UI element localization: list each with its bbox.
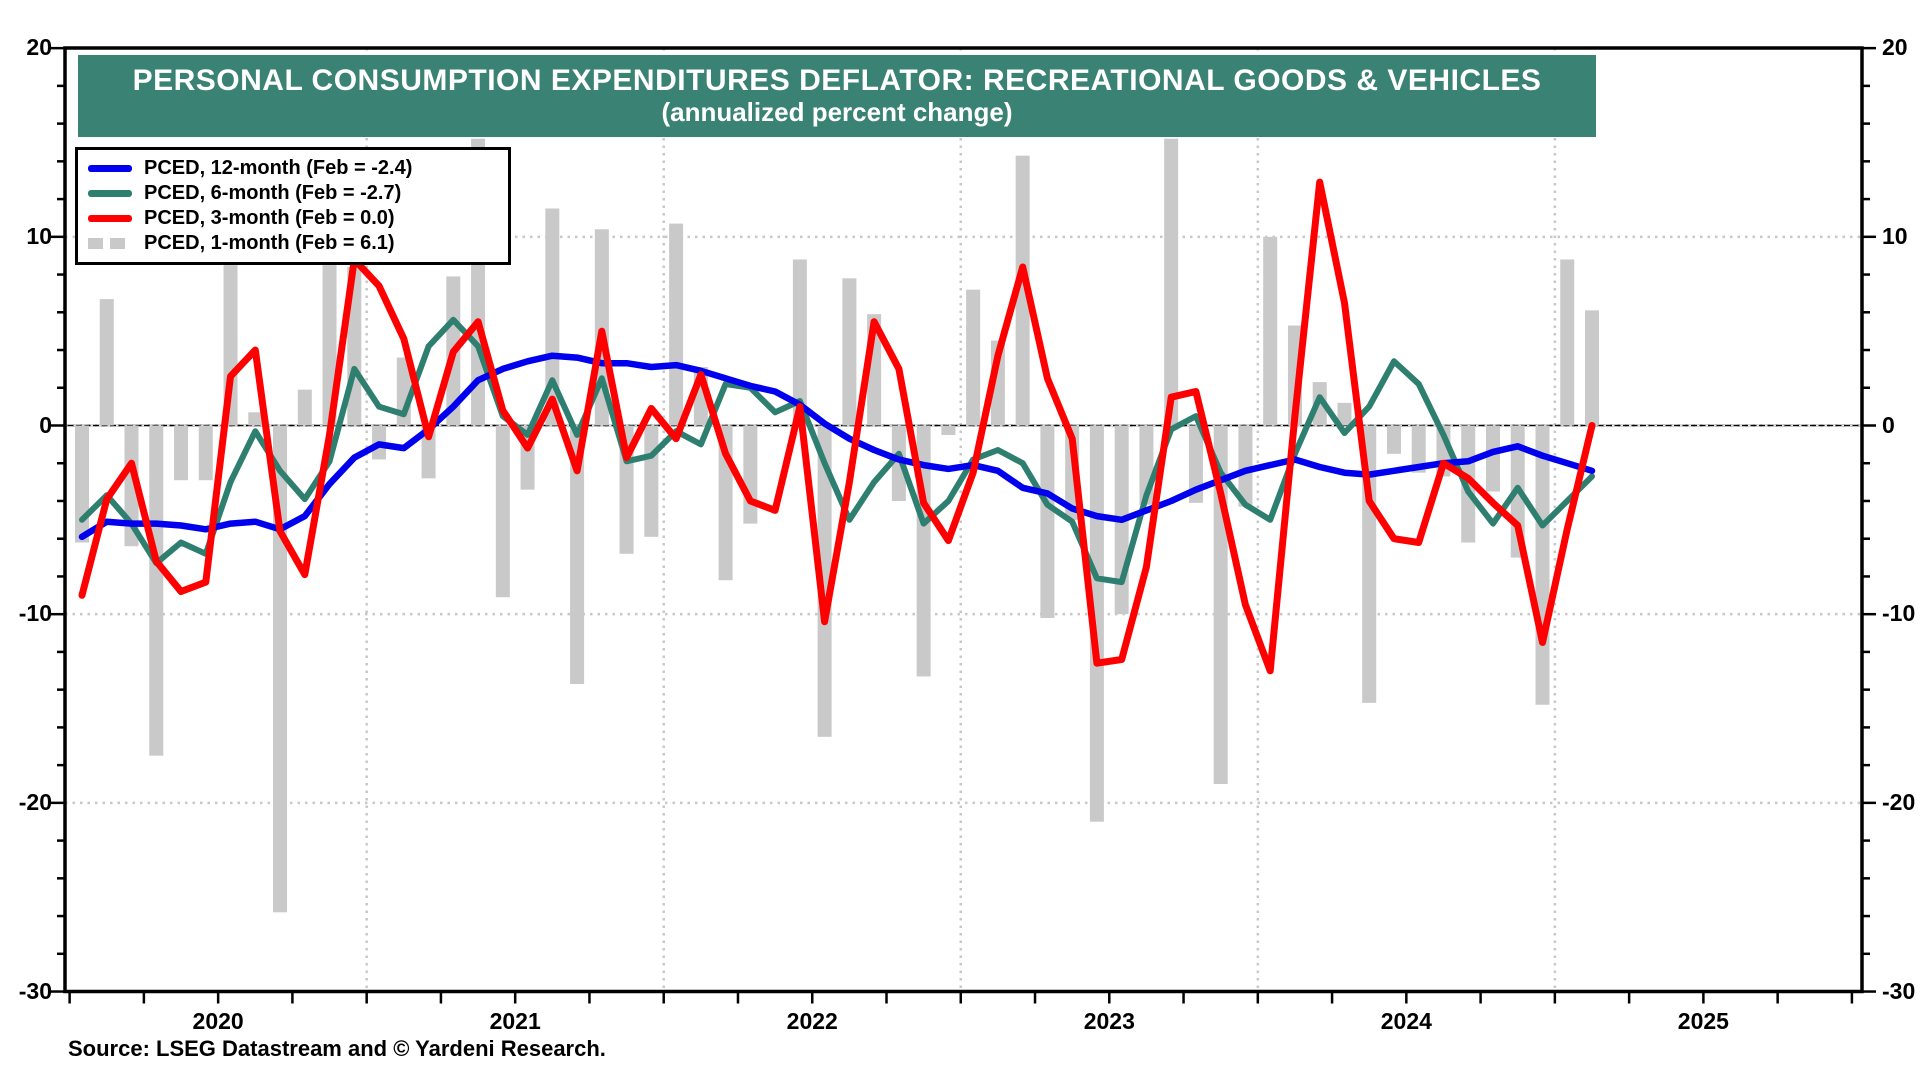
bar-jan-2024 — [1263, 236, 1278, 426]
plot-border — [63, 46, 1864, 994]
bar-feb-2020 — [99, 299, 114, 426]
legend-item-3-month: PCED, 3-month (Feb = 0.0) — [88, 207, 498, 231]
bar-oct-2020 — [297, 389, 312, 426]
legend-item-6-month: PCED, 6-month (Feb = -2.7) — [88, 182, 498, 206]
x-axis-year-label-2022: 2022 — [786, 1008, 838, 1034]
y-axis-label-right--30: -30 — [1882, 977, 1916, 1004]
bar-jun-2021 — [495, 425, 510, 598]
x-axis-year-label-2020: 2020 — [192, 1008, 244, 1034]
line-3month — [78, 178, 1596, 675]
bar-mar-2023 — [1015, 155, 1030, 426]
y-axis-label-right--20: -20 — [1882, 788, 1916, 815]
bar-sep-2024 — [1461, 425, 1476, 543]
y-axis-label-left-0: 0 — [39, 411, 52, 438]
y-axis-label-left-10: 10 — [26, 222, 52, 249]
y-axis-label-left--10: -10 — [18, 600, 52, 627]
legend-label-1-month: PCED, 1-month (Feb = 6.1) — [144, 232, 395, 254]
legend-label-12-month: PCED, 12-month (Feb = -2.4) — [144, 157, 413, 179]
chart-title: PERSONAL CONSUMPTION EXPENDITURES DEFLAT… — [132, 63, 1542, 97]
title-banner: PERSONAL CONSUMPTION EXPENDITURES DEFLAT… — [78, 55, 1596, 137]
bar-sep-2023 — [1164, 138, 1179, 426]
bar-dec-2024 — [1535, 425, 1550, 705]
bar-oct-2021 — [594, 229, 609, 426]
bar-jan-2022 — [669, 223, 684, 426]
bar-jun-2022 — [792, 259, 807, 426]
line-12month — [78, 352, 1596, 541]
bar-apr-2023 — [1040, 425, 1055, 618]
bar-apr-2020 — [149, 425, 164, 756]
bar-jul-2022 — [817, 425, 832, 737]
bar-dec-2023 — [1238, 425, 1253, 507]
bar-jul-2024 — [1411, 425, 1426, 473]
bar-aug-2021 — [545, 208, 560, 426]
y-axis-label-right-20: 20 — [1882, 34, 1908, 61]
x-axis-year-label-2025: 2025 — [1677, 1008, 1729, 1034]
bar-oct-2023 — [1188, 425, 1203, 503]
bar-sep-2021 — [570, 425, 585, 684]
bar-aug-2020 — [248, 412, 263, 426]
bar-jan-2020 — [75, 425, 89, 543]
bar-dec-2021 — [644, 425, 659, 537]
blue-line-swatch-icon — [88, 165, 132, 172]
gray-bars-swatch-icon — [88, 238, 132, 250]
bar-jun-2023 — [1089, 425, 1104, 822]
legend-label-6-month: PCED, 6-month (Feb = -2.7) — [144, 182, 402, 204]
bar-dec-2022 — [941, 425, 956, 435]
legend-label-3-month: PCED, 3-month (Feb = 0.0) — [144, 207, 395, 229]
red-line-swatch-icon — [88, 215, 132, 222]
source-credit: Source: LSEG Datastream and © Yardeni Re… — [68, 1036, 606, 1061]
y-axis-label-right-10: 10 — [1882, 222, 1908, 249]
y-axis-label-right--10: -10 — [1882, 600, 1916, 627]
bar-oct-2022 — [891, 425, 906, 501]
y-axis-label-left--30: -30 — [18, 977, 52, 1004]
y-axis-label-left-20: 20 — [26, 34, 52, 61]
bar-oct-2024 — [1485, 425, 1500, 492]
x-axis-year-label-2021: 2021 — [489, 1008, 541, 1034]
legend-item-12-month: PCED, 12-month (Feb = -2.4) — [88, 157, 498, 181]
bar-feb-2025 — [1584, 310, 1599, 426]
bar-sep-2020 — [273, 425, 288, 913]
x-axis-year-label-2024: 2024 — [1380, 1008, 1432, 1034]
bar-apr-2024 — [1337, 402, 1352, 426]
bar-aug-2022 — [842, 278, 857, 426]
bar-jun-2020 — [198, 425, 213, 481]
legend: PCED, 12-month (Feb = -2.4) PCED, 6-mont… — [75, 147, 511, 265]
bar-apr-2022 — [743, 425, 758, 524]
bar-mar-2021 — [421, 425, 436, 479]
chart-subtitle: (annualized percent change) — [661, 97, 1013, 128]
y-axis-label-right-0: 0 — [1882, 411, 1895, 438]
x-axis-year-label-2023: 2023 — [1083, 1008, 1135, 1034]
teal-line-swatch-icon — [88, 190, 132, 197]
bar-may-2020 — [174, 425, 189, 481]
line-6month — [79, 316, 1595, 586]
bar-jan-2025 — [1560, 259, 1575, 426]
legend-item-1-month: PCED, 1-month (Feb = 6.1) — [88, 232, 498, 256]
bar-jan-2023 — [966, 289, 981, 426]
bar-jun-2024 — [1386, 425, 1401, 454]
y-axis-label-left--20: -20 — [18, 788, 52, 815]
